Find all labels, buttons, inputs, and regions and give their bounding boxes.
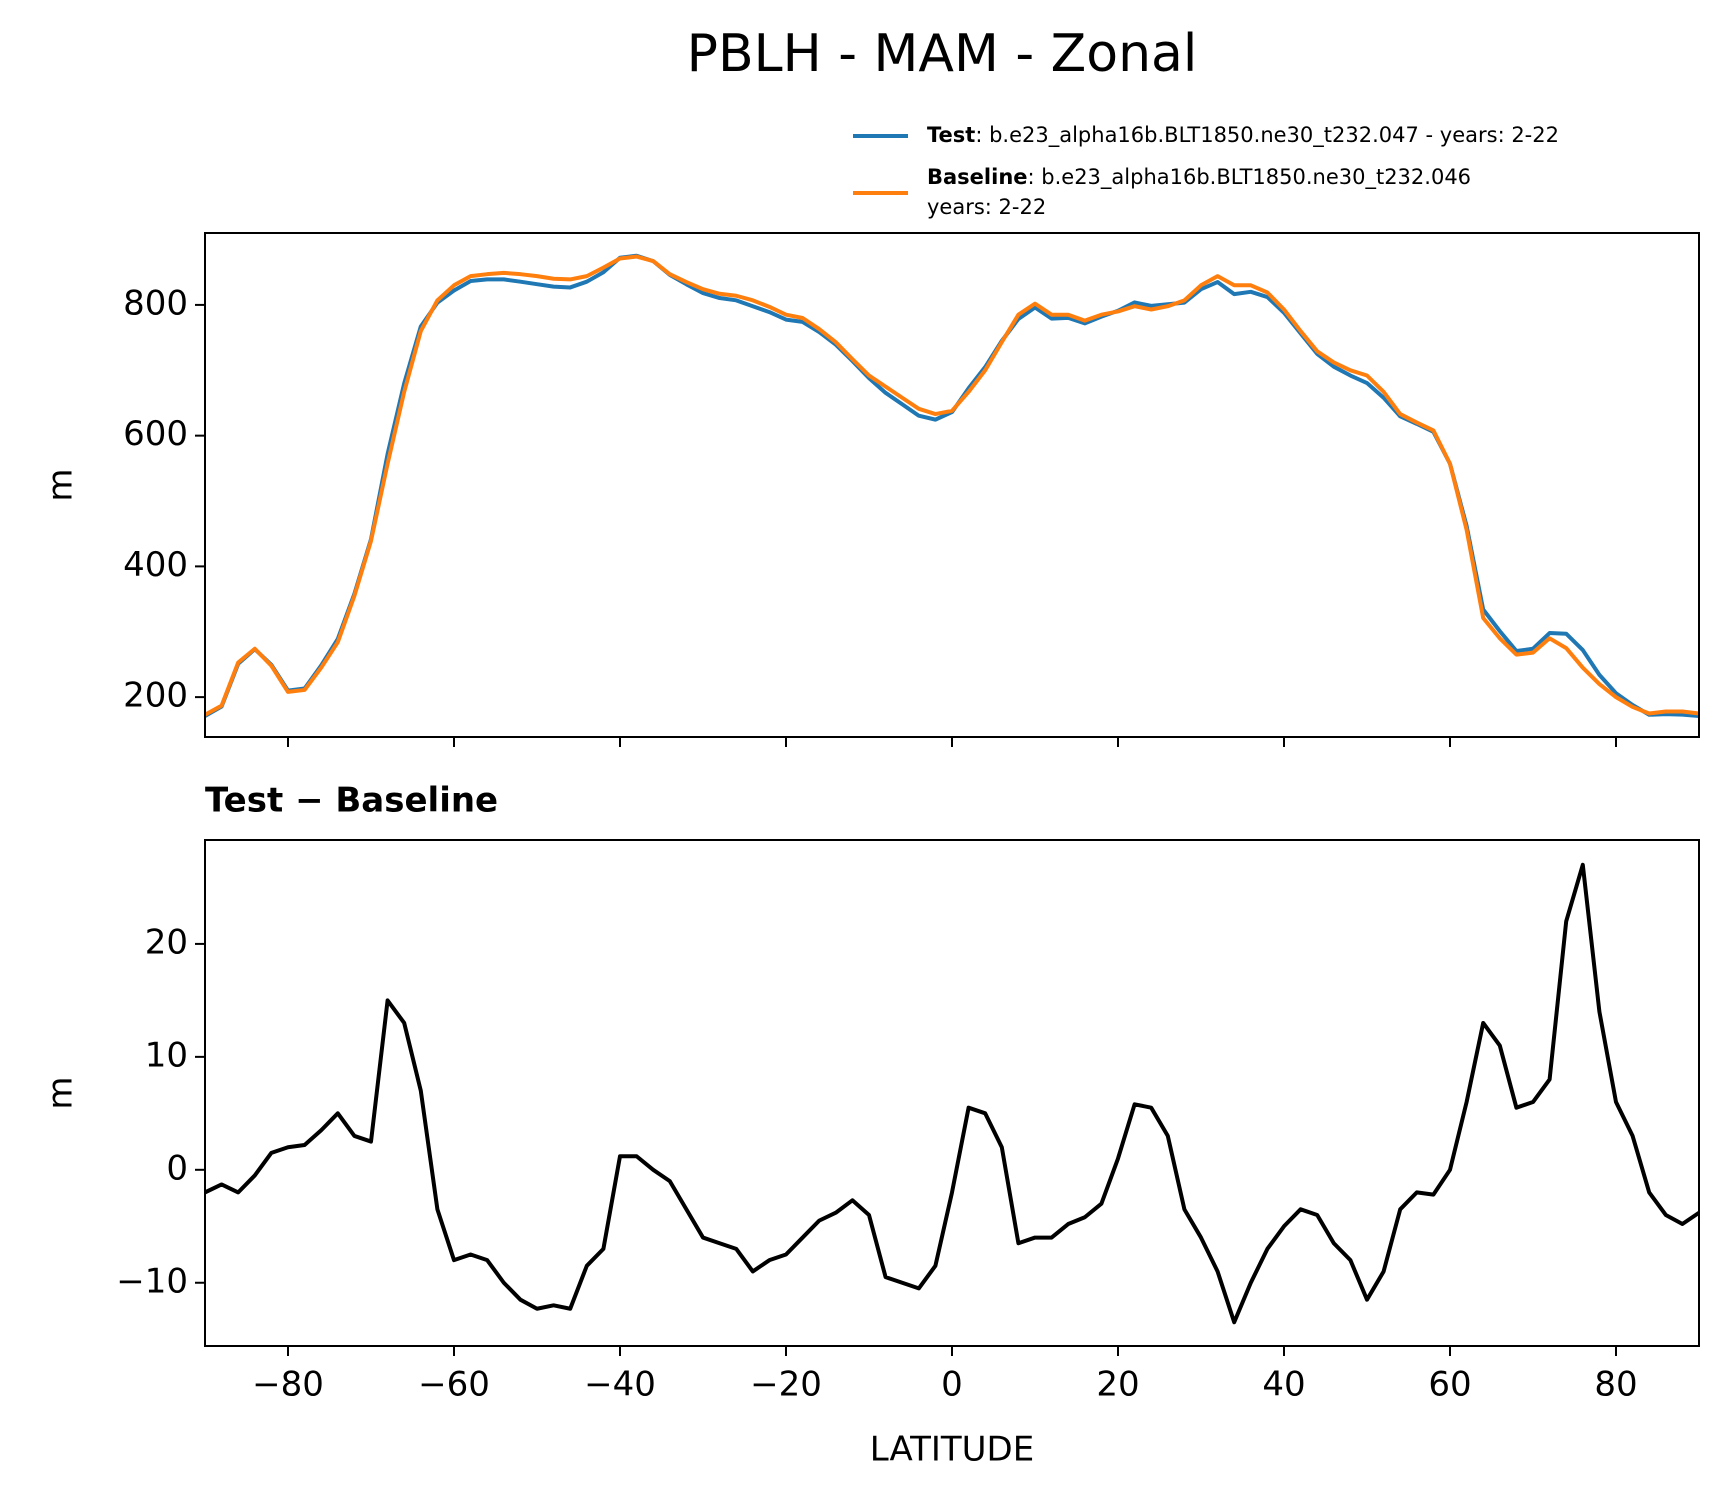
legend-label: Test: b.e23_alpha16b.BLT1850.ne30_t232.0…: [927, 123, 1559, 148]
x-tick-label: −80: [252, 1365, 324, 1405]
y-tick-label: 800: [123, 283, 188, 323]
y-tick-label: 400: [123, 545, 188, 585]
legend-description: : b.e23_alpha16b.BLT1850.ne30_t232.047 -…: [975, 123, 1559, 148]
y-axis-label: m: [41, 1076, 81, 1109]
legend-label: years: 2-22: [927, 195, 1046, 219]
legend-label: Baseline: b.e23_alpha16b.BLT1850.ne30_t2…: [927, 165, 1471, 190]
x-tick-label: 60: [1428, 1365, 1471, 1405]
x-tick-label: 40: [1262, 1365, 1305, 1405]
x-axis-label: LATITUDE: [870, 1430, 1034, 1470]
figure-title: PBLH - MAM - Zonal: [687, 24, 1198, 84]
axes-title: Test − Baseline: [205, 781, 498, 821]
x-tick-label: 0: [941, 1365, 963, 1405]
y-tick-label: 20: [145, 922, 188, 962]
y-tick-label: 200: [123, 676, 188, 716]
x-tick-label: −40: [584, 1365, 656, 1405]
plot-area: [205, 840, 1699, 1346]
plot-area: [205, 233, 1699, 737]
y-tick-label: 10: [145, 1035, 188, 1075]
x-tick-label: 80: [1594, 1365, 1637, 1405]
legend-name: Baseline: [927, 165, 1028, 189]
y-tick-label: 0: [166, 1148, 188, 1188]
x-tick-label: −20: [750, 1365, 822, 1405]
legend-description: : b.e23_alpha16b.BLT1850.ne30_t232.046: [1028, 165, 1472, 190]
y-axis-label: m: [41, 468, 81, 501]
x-tick-label: −60: [418, 1365, 490, 1405]
y-tick-label: 600: [123, 414, 188, 454]
x-tick-label: 20: [1096, 1365, 1139, 1405]
data-line: [205, 254, 1699, 717]
data-line: [205, 862, 1699, 1325]
y-tick-label: −10: [116, 1261, 188, 1301]
legend-name: Test: [927, 123, 975, 147]
